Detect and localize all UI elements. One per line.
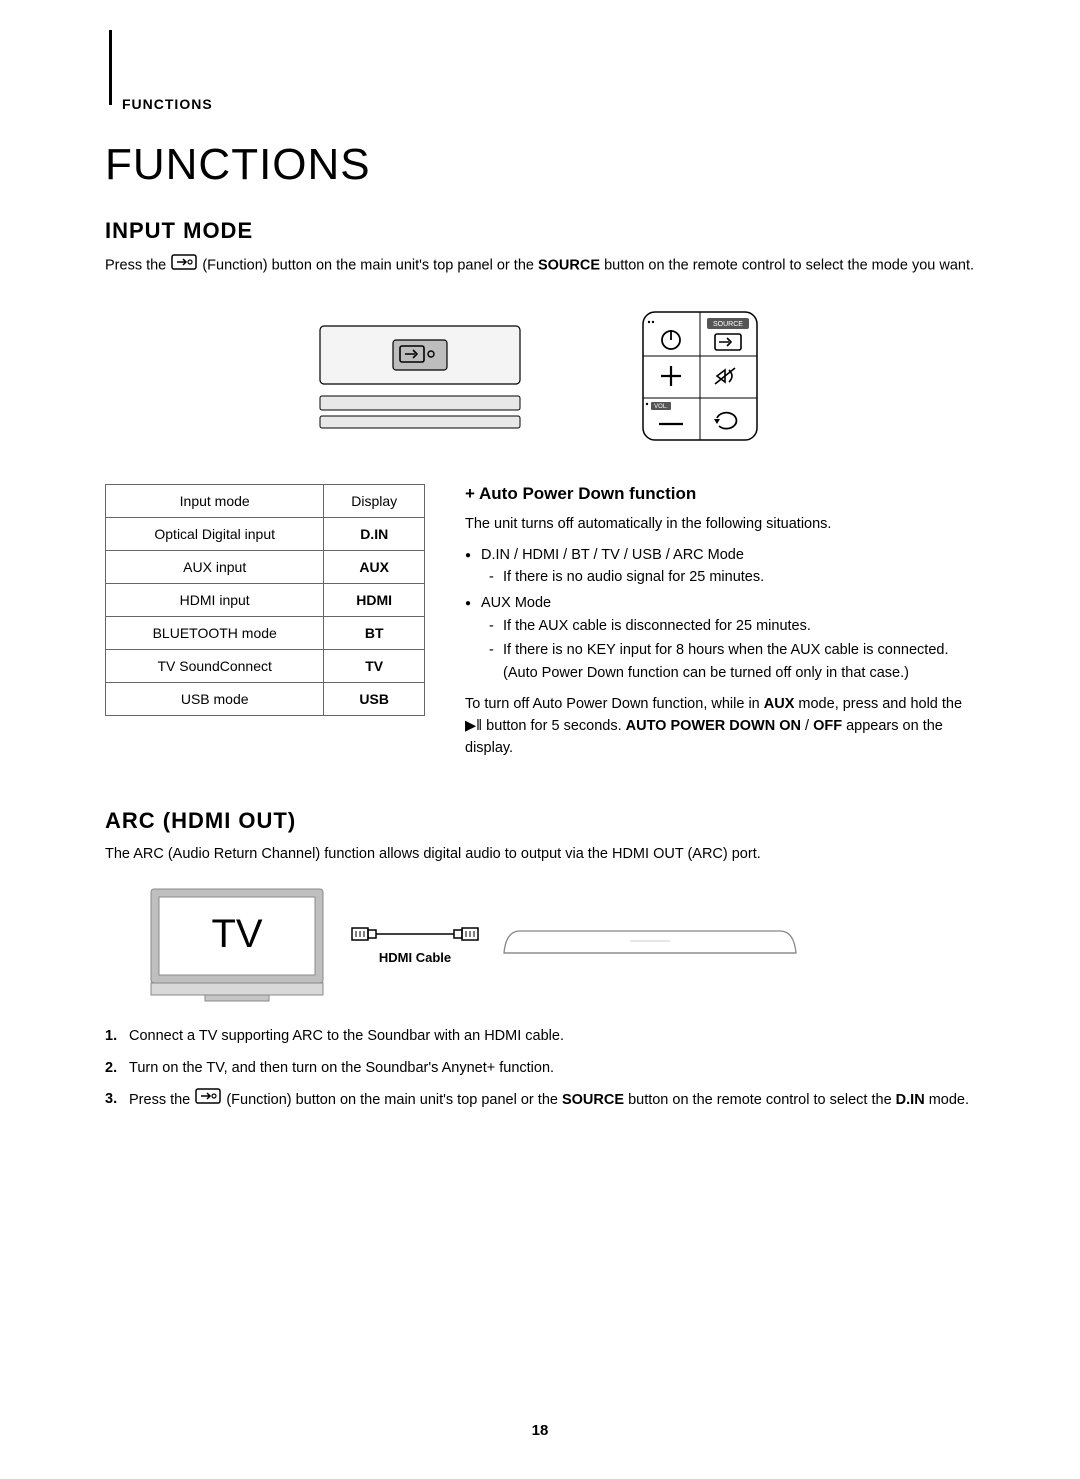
table-row: BLUETOOTH modeBT <box>106 616 425 649</box>
diagram-remote: SOURCE VOL. <box>635 306 765 446</box>
text-fragment: mode, press and hold the <box>794 696 962 712</box>
step-text: (Function) button on the main unit's top… <box>226 1092 562 1108</box>
input-mode-diagrams: SOURCE VOL. <box>105 306 975 446</box>
auto-power-intro: The unit turns off automatically in the … <box>465 514 975 536</box>
soundbar-illustration <box>500 923 800 963</box>
header-rule <box>109 30 112 105</box>
step-text: Press the <box>129 1092 194 1108</box>
auto-power-footer: To turn off Auto Power Down function, wh… <box>465 694 975 759</box>
list-item: AUX Mode If the AUX cable is disconnecte… <box>481 592 975 684</box>
step-number: 2. <box>105 1057 117 1080</box>
function-icon <box>195 1088 221 1112</box>
step-item: 2. Turn on the TV, and then turn on the … <box>105 1057 975 1080</box>
section-input-mode: INPUT MODE <box>105 218 975 244</box>
table-row: AUX inputAUX <box>106 550 425 583</box>
step-text: button on the remote control to select t… <box>628 1092 896 1108</box>
table-header: Display <box>324 484 425 517</box>
text-fragment: (Function) button on the main unit's top… <box>202 258 538 274</box>
tv-label: TV <box>211 912 262 956</box>
text-bold: AUTO POWER DOWN ON <box>626 718 801 734</box>
source-label: SOURCE <box>538 258 600 274</box>
cell: AUX <box>324 550 425 583</box>
auto-power-heading: + Auto Power Down function <box>465 484 975 504</box>
table-header-row: Input mode Display <box>106 484 425 517</box>
arc-diagram: TV HDMI Cable <box>145 883 975 1003</box>
text-fragment: button on the remote control to select t… <box>604 258 974 274</box>
text-fragment: To turn off Auto Power Down function, wh… <box>465 696 764 712</box>
list-item: If there is no audio signal for 25 minut… <box>503 566 975 588</box>
table-header: Input mode <box>106 484 324 517</box>
hdmi-cable-block: HDMI Cable <box>350 922 480 965</box>
step-item: 3. Press the (Function) button on the ma… <box>105 1088 975 1112</box>
text-bold: OFF <box>813 718 842 734</box>
hdmi-cable-label: HDMI Cable <box>379 950 451 965</box>
text-fragment: button for 5 seconds. <box>482 718 625 734</box>
header-label: FUNCTIONS <box>122 96 213 112</box>
section-arc: ARC (HDMI OUT) <box>105 808 975 834</box>
play-pause-icon: ▶ǁ <box>465 718 482 734</box>
table-row: TV SoundConnectTV <box>106 649 425 682</box>
bullet-label: D.IN / HDMI / BT / TV / USB / ARC Mode <box>481 547 744 563</box>
cell: HDMI <box>324 583 425 616</box>
arc-intro: The ARC (Audio Return Channel) function … <box>105 844 975 866</box>
table-row: HDMI inputHDMI <box>106 583 425 616</box>
function-icon <box>171 254 197 278</box>
list-item: If the AUX cable is disconnected for 25 … <box>503 615 975 637</box>
cell: BLUETOOTH mode <box>106 616 324 649</box>
table-row: Optical Digital inputD.IN <box>106 517 425 550</box>
step-number: 1. <box>105 1025 117 1048</box>
cell: D.IN <box>324 517 425 550</box>
cell: TV <box>324 649 425 682</box>
cell: TV SoundConnect <box>106 649 324 682</box>
cell: USB <box>324 682 425 715</box>
page-title: FUNCTIONS <box>105 140 975 190</box>
diagram-top-panel <box>315 306 525 446</box>
step-text: Connect a TV supporting ARC to the Sound… <box>129 1028 564 1044</box>
cell: Optical Digital input <box>106 517 324 550</box>
cell: USB mode <box>106 682 324 715</box>
step-text: mode. <box>929 1092 969 1108</box>
page-number: 18 <box>0 1422 1080 1439</box>
cell: AUX input <box>106 550 324 583</box>
hdmi-cable-icon <box>350 922 480 946</box>
bullet-label: AUX Mode <box>481 595 551 611</box>
svg-text:VOL.: VOL. <box>654 404 668 410</box>
tv-illustration: TV <box>145 883 330 1003</box>
cell: BT <box>324 616 425 649</box>
step-number: 3. <box>105 1088 117 1111</box>
table-row: USB modeUSB <box>106 682 425 715</box>
input-mode-table: Input mode Display Optical Digital input… <box>105 484 425 716</box>
step-item: 1. Connect a TV supporting ARC to the So… <box>105 1025 975 1048</box>
text-fragment: / <box>801 718 813 734</box>
source-label: SOURCE <box>562 1092 624 1108</box>
list-item: If there is no KEY input for 8 hours whe… <box>503 639 975 684</box>
input-mode-intro: Press the (Function) button on the main … <box>105 254 975 278</box>
text-fragment: Press the <box>105 258 170 274</box>
source-badge: SOURCE <box>713 321 743 328</box>
arc-steps: 1. Connect a TV supporting ARC to the So… <box>105 1025 975 1112</box>
step-text: Turn on the TV, and then turn on the Sou… <box>129 1060 554 1076</box>
cell: HDMI input <box>106 583 324 616</box>
text-bold: AUX <box>764 696 795 712</box>
din-label: D.IN <box>896 1092 925 1108</box>
list-item: D.IN / HDMI / BT / TV / USB / ARC Mode I… <box>481 544 975 589</box>
